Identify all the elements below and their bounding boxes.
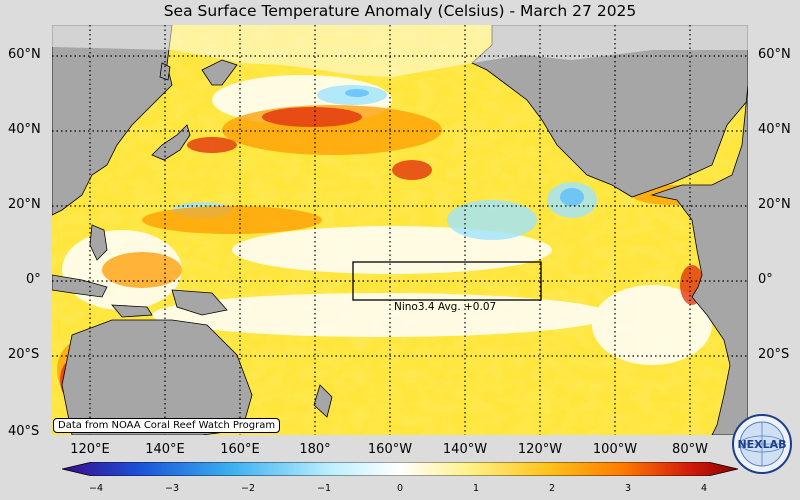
colorbar-tick: 1 (472, 483, 480, 494)
nexlab-logo: NEXLAB (732, 414, 792, 474)
lon-label-120e: 120°E (70, 442, 110, 457)
lon-label-100w: 100°W (592, 442, 638, 457)
colorbar-tick: 2 (548, 483, 556, 494)
sst-anomaly-map: Nino3.4 Avg. +0.07 (52, 25, 748, 435)
lat-label-60n: 60°N (8, 47, 41, 62)
nino34-label: Nino3.4 Avg. +0.07 (394, 301, 496, 313)
colorbar (62, 462, 738, 476)
lat-label-20n: 20°N (8, 197, 41, 212)
colorbar-tick: 0 (396, 483, 404, 494)
lat-label-40s: 40°S (8, 424, 40, 439)
lat-label-20s: 20°S (8, 347, 40, 362)
colorbar-tick: −1 (316, 483, 332, 494)
colorbar-tick: 4 (700, 483, 708, 494)
lat-label-0-right: 0° (758, 272, 773, 287)
logo-text: NEXLAB (737, 438, 786, 451)
lon-label-80w: 80°W (672, 442, 708, 457)
colorbar-tick: −4 (88, 483, 104, 494)
nino34-box (352, 261, 542, 301)
map-title: Sea Surface Temperature Anomaly (Celsius… (163, 2, 637, 20)
colorbar-tick: −2 (240, 483, 256, 494)
lon-label-180: 180° (299, 442, 331, 457)
lat-label-0: 0° (26, 272, 41, 287)
lat-label-60n-right: 60°N (758, 47, 791, 62)
lat-label-20s-right: 20°S (758, 347, 790, 362)
lon-label-140w: 140°W (442, 442, 488, 457)
lon-label-160e: 160°E (220, 442, 260, 457)
lon-label-120w: 120°W (517, 442, 563, 457)
lat-label-40n: 40°N (8, 122, 41, 137)
lon-label-160w: 160°W (367, 442, 413, 457)
colorbar-tick: −3 (164, 483, 180, 494)
lat-label-20n-right: 20°N (758, 197, 791, 212)
data-credit: Data from NOAA Coral Reef Watch Program (53, 418, 281, 433)
lat-label-40n-right: 40°N (758, 122, 791, 137)
colorbar-tick: 3 (624, 483, 632, 494)
lon-label-140e: 140°E (145, 442, 185, 457)
